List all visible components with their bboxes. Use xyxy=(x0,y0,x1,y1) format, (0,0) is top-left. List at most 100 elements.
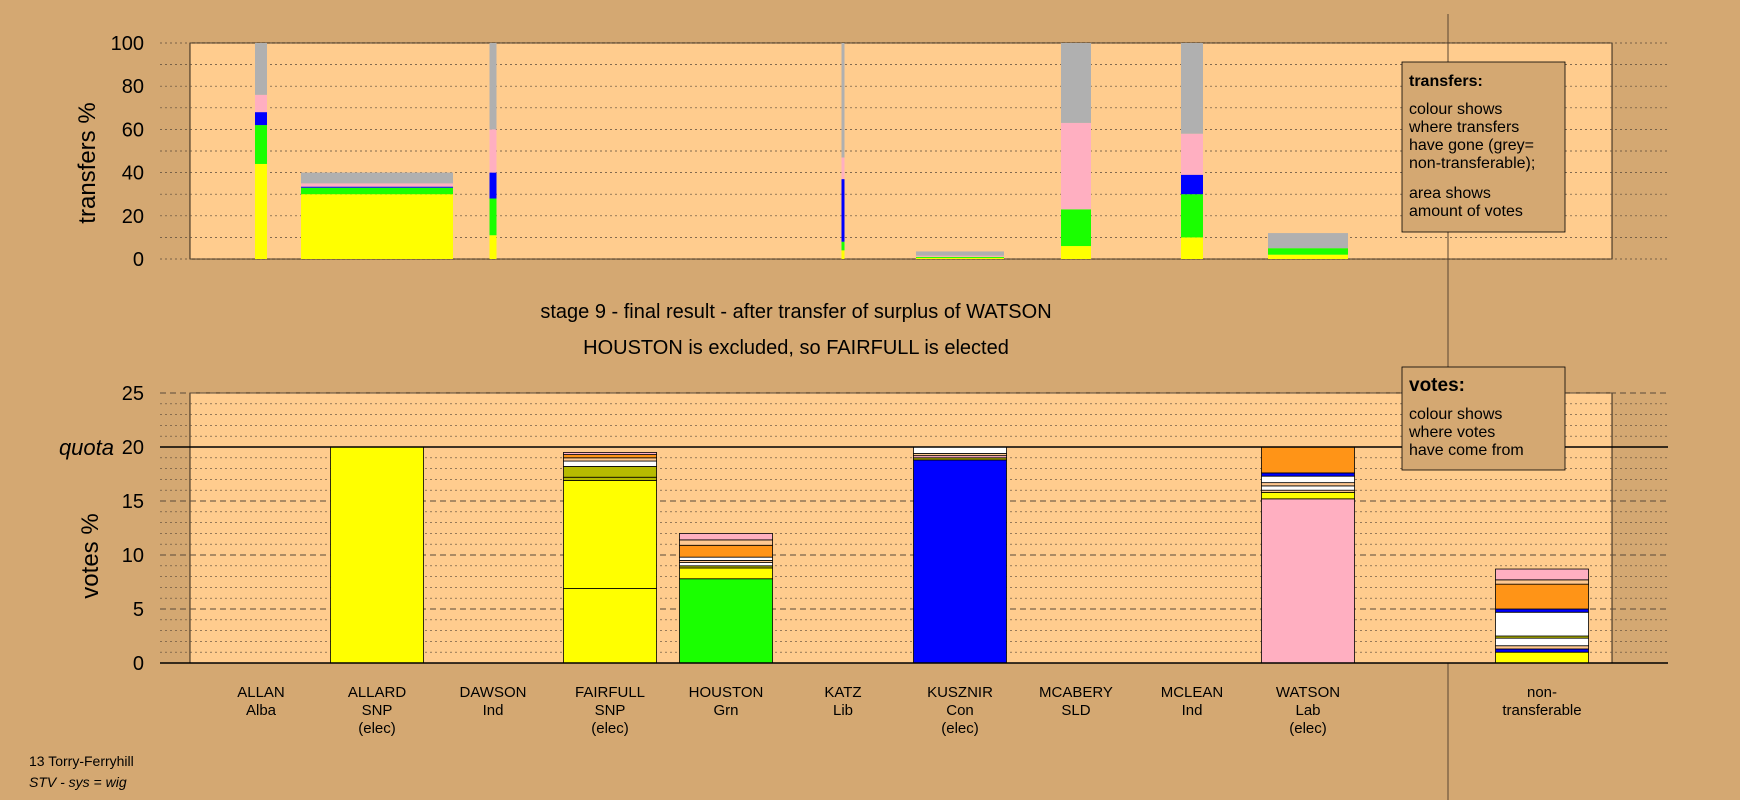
candidate-label: MCABERY xyxy=(1039,684,1113,701)
candidate-label: (elec) xyxy=(358,720,396,737)
transfer-segment xyxy=(301,183,453,187)
vote-segment xyxy=(563,457,657,462)
transfer-segment xyxy=(1061,43,1091,123)
transfer-segment xyxy=(1181,133,1203,175)
vote-segment xyxy=(1261,482,1355,487)
vote-segment xyxy=(563,451,657,455)
nontransferable-label: transferable xyxy=(1502,702,1581,719)
transfer-segment xyxy=(1268,254,1348,259)
vote-segment xyxy=(1261,485,1355,491)
votes-legend-line: colour shows xyxy=(1409,406,1502,423)
transfer-segment xyxy=(301,186,453,188)
transfer-segment xyxy=(489,198,497,236)
votes-y-ticks: 0 5 10 15 20 25 xyxy=(122,383,144,675)
candidate-label: Alba xyxy=(246,702,277,719)
transfer-segment xyxy=(916,255,1004,257)
candidate-label: Ind xyxy=(1182,702,1203,719)
transfer-segment xyxy=(255,43,267,95)
vote-segment xyxy=(1495,611,1589,637)
transfers-y-axis-label: transfers % xyxy=(74,102,101,223)
vote-segment xyxy=(1495,583,1589,610)
votes-plot-area xyxy=(189,392,1613,664)
stage-subtitle: HOUSTON is excluded, so FAIRFULL is elec… xyxy=(583,337,1009,359)
candidate-label: ALLARD xyxy=(348,684,407,701)
candidate-label: Grn xyxy=(713,702,738,719)
transfer-segment xyxy=(255,112,267,126)
vote-segment xyxy=(563,476,657,481)
transfers-y-tick-label: 100 xyxy=(111,33,144,55)
vote-segment xyxy=(679,539,773,546)
vote-segment xyxy=(563,480,657,589)
transfers-y-tick-label: 80 xyxy=(122,76,144,98)
quota-label: quota xyxy=(59,435,114,460)
transfer-segment xyxy=(841,179,845,242)
votes-y-tick-label: 10 xyxy=(122,545,144,567)
vote-segment xyxy=(1495,637,1589,647)
votes-y-tick-label: 25 xyxy=(122,383,144,405)
transfers-legend-line: colour shows xyxy=(1409,101,1502,118)
vote-segment xyxy=(679,567,773,580)
transfers-legend-title: transfers: xyxy=(1409,73,1483,90)
candidate-label: KATZ xyxy=(824,684,861,701)
vote-segment xyxy=(1495,608,1589,613)
vote-segment xyxy=(1261,472,1355,477)
transfer-segment xyxy=(841,157,845,180)
vote-segment xyxy=(563,588,657,664)
vote-segment xyxy=(1261,475,1355,484)
transfers-legend-line: have gone (grey= xyxy=(1409,137,1534,154)
transfer-segment xyxy=(1268,248,1348,255)
transfers-legend: transfers: colour shows where transfers … xyxy=(1401,61,1566,233)
votes-y-tick-label: 5 xyxy=(133,599,144,621)
votes-legend-box xyxy=(1401,366,1566,471)
transfer-segment xyxy=(255,125,267,164)
transfer-segment xyxy=(1061,209,1091,247)
vote-segment xyxy=(563,454,657,459)
votes-y-axis-label: votes % xyxy=(77,513,104,598)
vote-segment xyxy=(1495,648,1589,653)
transfer-segment xyxy=(1268,233,1348,249)
transfer-segment xyxy=(489,129,497,173)
transfer-segment xyxy=(301,172,453,184)
candidate-label: Lab xyxy=(1295,702,1320,719)
candidate-label: DAWSON xyxy=(460,684,527,701)
transfers-y-tick-label: 60 xyxy=(122,119,144,141)
transfer-segment xyxy=(916,251,1004,256)
vote-segment xyxy=(913,446,1007,454)
vote-segment xyxy=(679,578,773,664)
candidate-label: (elec) xyxy=(1289,720,1327,737)
transfer-segment xyxy=(841,241,845,251)
transfer-segment xyxy=(255,163,267,259)
transfer-segment xyxy=(841,43,845,158)
transfer-segment xyxy=(255,94,267,113)
transfer-segment xyxy=(1061,246,1091,259)
candidate-label: FAIRFULL xyxy=(575,684,645,701)
vote-segment xyxy=(679,544,773,558)
vote-segment xyxy=(1261,491,1355,500)
stage-title: stage 9 - final result - after transfer … xyxy=(540,301,1051,323)
candidate-label: WATSON xyxy=(1276,684,1340,701)
candidate-label: Ind xyxy=(483,702,504,719)
transfers-legend-line: area shows xyxy=(1409,185,1491,202)
transfer-segment xyxy=(489,172,497,199)
candidate-label: (elec) xyxy=(941,720,979,737)
transfer-segment xyxy=(1061,122,1091,210)
transfer-segment xyxy=(841,250,845,259)
votes-legend-line: have come from xyxy=(1409,442,1524,459)
vote-segment xyxy=(679,533,773,541)
votes-legend-line: where votes xyxy=(1408,424,1495,441)
ward-name: 13 Torry-Ferryhill xyxy=(29,753,134,769)
vote-segment xyxy=(1261,446,1355,474)
transfer-segment xyxy=(916,257,1004,259)
votes-legend: votes: colour shows where votes have com… xyxy=(1401,366,1566,471)
candidate-label: Lib xyxy=(833,702,853,719)
votes-y-tick-label: 0 xyxy=(133,653,144,675)
system-note: STV - sys = wig xyxy=(29,774,127,790)
transfer-segment xyxy=(1181,174,1203,195)
vote-segment xyxy=(1495,651,1589,664)
transfer-segment xyxy=(916,256,1004,258)
candidate-label: MCLEAN xyxy=(1161,684,1224,701)
candidate-labels: ALLANAlbaALLARDSNP(elec)DAWSONIndFAIRFUL… xyxy=(237,684,1581,737)
vote-segment xyxy=(679,556,773,561)
transfer-segment xyxy=(301,187,453,195)
